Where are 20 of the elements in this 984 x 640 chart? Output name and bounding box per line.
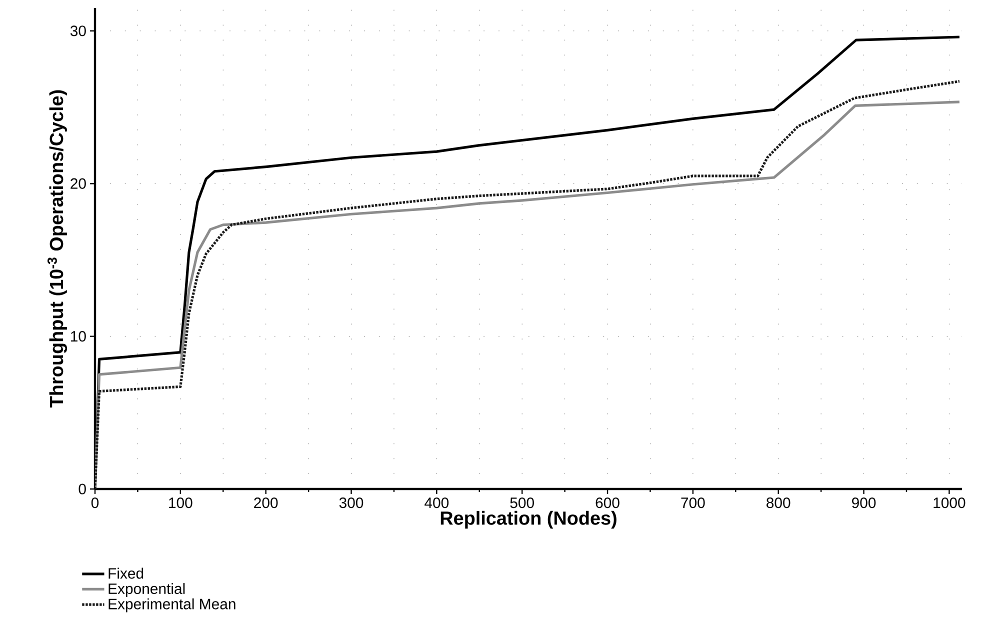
x-tick-label: 0 xyxy=(91,498,99,508)
x-tick-label: 600 xyxy=(596,498,620,508)
y-tick-label: 20 xyxy=(70,178,86,189)
x-axis-title: Replication (Nodes) xyxy=(440,510,616,529)
y-tick-label: 0 xyxy=(78,484,86,494)
x-tick-label: 300 xyxy=(339,498,364,508)
x-tick-label: 700 xyxy=(681,498,705,508)
y-axis-title: Throughput (10$^{-3}$ Operations/Cycle) xyxy=(48,90,68,408)
x-tick-label: 900 xyxy=(852,498,876,508)
x-tick-label: 800 xyxy=(766,498,790,508)
x-tick-label: 400 xyxy=(424,498,449,508)
x-tick-label: 1000 xyxy=(934,498,966,508)
legend-label: Experimental Mean xyxy=(108,598,236,612)
legend-label: Exponential xyxy=(108,583,185,597)
x-tick-label: 500 xyxy=(510,498,534,508)
x-tick-label: 200 xyxy=(254,498,278,508)
y-tick-label: 10 xyxy=(71,331,86,342)
x-tick-label: 100 xyxy=(169,498,192,508)
legend-label: Fixed xyxy=(108,568,144,579)
y-tick-label: 30 xyxy=(70,26,86,36)
